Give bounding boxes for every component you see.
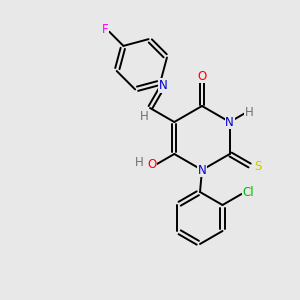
- Text: O: O: [147, 158, 156, 172]
- Text: F: F: [102, 23, 109, 36]
- Text: O: O: [197, 70, 207, 83]
- Text: H: H: [135, 155, 144, 169]
- Text: H: H: [245, 106, 254, 119]
- Text: Cl: Cl: [243, 185, 254, 199]
- Text: N: N: [198, 164, 206, 176]
- Text: N: N: [225, 116, 234, 128]
- Text: N: N: [159, 79, 167, 92]
- Text: H: H: [140, 110, 148, 122]
- Text: S: S: [254, 160, 261, 172]
